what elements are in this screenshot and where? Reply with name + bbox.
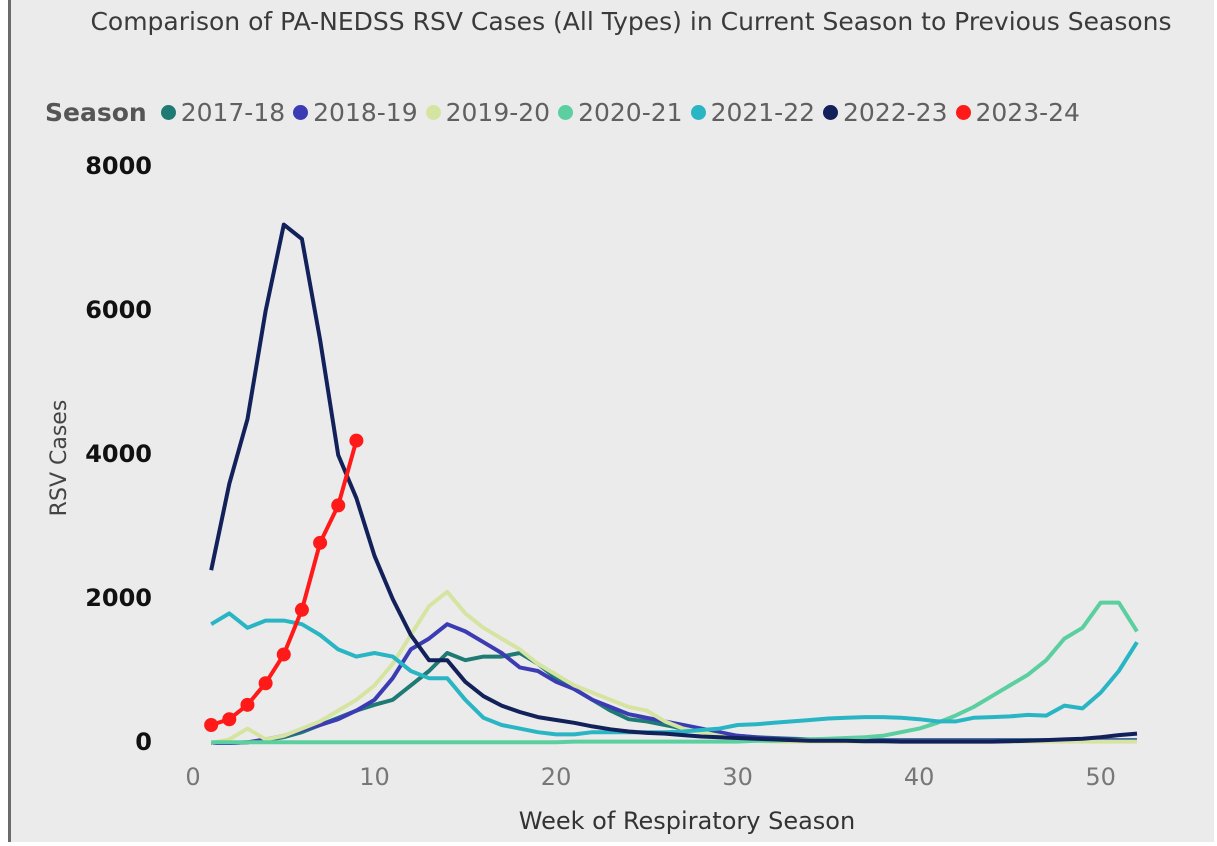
x-tick-label: 0 (185, 763, 200, 791)
legend-item: 2022-23 (823, 98, 948, 127)
x-tick-label: 30 (722, 763, 753, 791)
legend-marker (690, 105, 706, 120)
legend-item: 2018-19 (293, 98, 418, 127)
series-line (211, 651, 1137, 745)
y-axis-label: RSV Cases (47, 400, 72, 517)
y-tick-label: 4000 (85, 440, 152, 468)
legend-marker (425, 105, 441, 120)
y-tick-label: 8000 (85, 152, 152, 180)
series-marker (204, 718, 219, 732)
legend-marker (160, 105, 176, 120)
legend-label: 2018-19 (313, 98, 418, 127)
series-marker (294, 602, 309, 617)
x-axis-label: Week of Respiratory Season (519, 807, 855, 835)
legend-item: 2023-24 (955, 98, 1080, 127)
series-marker (276, 647, 291, 662)
chart-title: Comparison of PA-NEDSS RSV Cases (All Ty… (90, 7, 1172, 36)
series-line (209, 222, 1138, 744)
series-marker (331, 498, 346, 513)
series-marker (240, 697, 255, 712)
x-tick-label: 20 (541, 763, 572, 791)
series-line (210, 589, 1137, 745)
legend-marker (558, 105, 574, 120)
x-tick-label: 40 (904, 763, 935, 791)
y-tick-label: 2000 (85, 584, 152, 612)
series-line (211, 600, 1139, 745)
legend-item: 2021-22 (690, 98, 816, 127)
y-tick-label: 0 (135, 728, 152, 756)
legend: Season 2017-18 2018-19 2019-20 2020-21 2021-… (45, 98, 1088, 127)
legend-label: 2023-24 (975, 98, 1080, 127)
series-marker (349, 433, 364, 448)
legend-item: 2017-18 (160, 98, 286, 127)
x-tick-label: 10 (359, 763, 390, 791)
legend-marker (955, 105, 971, 120)
legend-item: 2020-21 (558, 98, 683, 127)
legend-marker (823, 105, 839, 120)
series-marker (222, 712, 237, 727)
legend-item: 2019-20 (425, 98, 551, 127)
legend-label: 2022-23 (843, 98, 948, 127)
series-line (210, 440, 359, 727)
series-marker (313, 535, 328, 550)
legend-title: Season (45, 98, 147, 127)
legend-label: 2019-20 (445, 98, 551, 127)
legend-label: 2017-18 (180, 98, 286, 127)
series-line (210, 611, 1139, 737)
legend-marker (293, 105, 309, 120)
legend-label: 2021-22 (710, 98, 816, 127)
legend-label: 2020-21 (578, 98, 683, 127)
x-tick-label: 50 (1085, 763, 1116, 791)
series-marker (258, 676, 273, 691)
y-tick-label: 6000 (85, 296, 152, 324)
